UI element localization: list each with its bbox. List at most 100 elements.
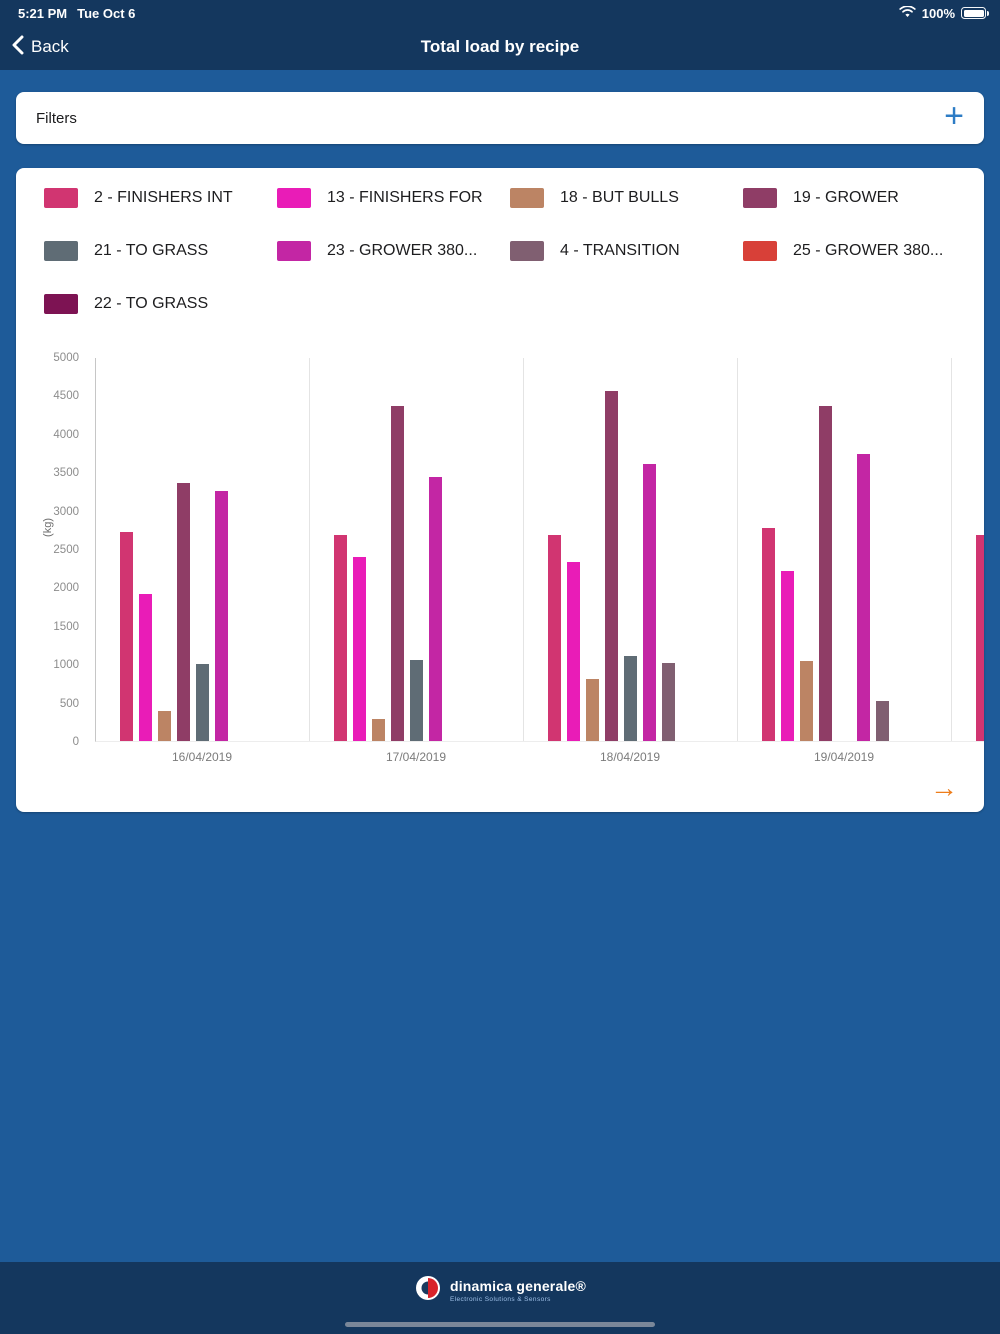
chart-card: 2 - FINISHERS INT 13 - FINISHERS FOR 18 - … bbox=[16, 168, 984, 812]
bar bbox=[548, 535, 561, 741]
dinamica-generale-logo-icon bbox=[414, 1274, 442, 1307]
bar-group bbox=[524, 358, 738, 741]
home-indicator[interactable] bbox=[345, 1322, 655, 1327]
legend-swatch bbox=[44, 188, 78, 208]
y-axis-tick: 500 bbox=[59, 697, 79, 710]
y-axis-tick: 5000 bbox=[53, 352, 79, 364]
bar bbox=[196, 664, 209, 741]
legend-swatch bbox=[510, 241, 544, 261]
bar bbox=[177, 483, 190, 741]
status-date: Tue Oct 6 bbox=[77, 5, 136, 21]
bar bbox=[158, 711, 171, 741]
legend-label: 23 - GROWER 380... bbox=[327, 242, 478, 259]
bar-group bbox=[310, 358, 524, 741]
bar bbox=[624, 656, 637, 741]
bar-group bbox=[96, 358, 310, 741]
status-bar: 5:21 PM Tue Oct 6 100% bbox=[0, 0, 1000, 24]
legend-label: 13 - FINISHERS FOR bbox=[327, 189, 483, 206]
back-button[interactable]: Back bbox=[12, 35, 69, 60]
brand-text: dinamica generale® Electronic Solutions … bbox=[450, 1278, 586, 1303]
page-title: Total load by recipe bbox=[420, 37, 580, 56]
filters-card: Filters + bbox=[16, 92, 984, 144]
legend-item[interactable]: 21 - TO GRASS bbox=[44, 241, 277, 261]
chart-legend: 2 - FINISHERS INT 13 - FINISHERS FOR 18 - … bbox=[16, 168, 984, 314]
brand-tagline: Electronic Solutions & Sensors bbox=[449, 1296, 551, 1303]
legend-label: 2 - FINISHERS INT bbox=[94, 189, 233, 206]
y-axis-tick: 1000 bbox=[53, 659, 79, 672]
plot-area bbox=[95, 358, 984, 742]
legend-swatch bbox=[277, 188, 311, 208]
bar bbox=[567, 562, 580, 741]
legend-swatch bbox=[44, 294, 78, 314]
bar bbox=[410, 660, 423, 741]
bar bbox=[857, 454, 870, 741]
y-axis-tick: 1500 bbox=[53, 620, 79, 633]
legend-swatch bbox=[277, 241, 311, 261]
legend-item[interactable]: 19 - GROWER bbox=[743, 188, 976, 208]
legend-swatch bbox=[44, 241, 78, 261]
y-axis-tick: 4000 bbox=[53, 428, 79, 441]
x-axis-label: 16/04/2019 bbox=[171, 750, 233, 764]
bar bbox=[586, 679, 599, 741]
top-chrome: 5:21 PM Tue Oct 6 100% bbox=[0, 0, 1000, 70]
y-axis-tick: 0 bbox=[72, 736, 79, 748]
bar bbox=[334, 535, 347, 741]
bar bbox=[781, 571, 794, 741]
bar-cluster bbox=[334, 406, 442, 741]
bar-cluster bbox=[120, 483, 228, 741]
legend-label: 21 - TO GRASS bbox=[94, 242, 209, 259]
bar-group bbox=[952, 358, 984, 741]
legend-item[interactable]: 23 - GROWER 380... bbox=[277, 241, 510, 261]
bar bbox=[215, 491, 228, 741]
bar-cluster bbox=[548, 391, 675, 741]
brand-row: dinamica generale® Electronic Solutions … bbox=[0, 1262, 1000, 1307]
status-left: 5:21 PM Tue Oct 6 bbox=[18, 6, 135, 21]
bar bbox=[819, 406, 832, 741]
status-right: 100% bbox=[899, 4, 989, 21]
legend-swatch bbox=[510, 188, 544, 208]
add-filter-button[interactable]: + bbox=[940, 99, 968, 137]
y-axis-tick: 2500 bbox=[53, 544, 79, 556]
footer: dinamica generale® Electronic Solutions … bbox=[0, 1262, 1000, 1334]
bar bbox=[120, 532, 133, 741]
legend-label: 18 - BUT BULLS bbox=[560, 189, 679, 206]
legend-item[interactable]: 13 - FINISHERS FOR bbox=[277, 188, 510, 208]
legend-item[interactable]: 18 - BUT BULLS bbox=[510, 188, 743, 208]
bar-cluster bbox=[976, 535, 984, 741]
battery-icon bbox=[961, 7, 989, 19]
legend-item[interactable]: 25 - GROWER 380... bbox=[743, 241, 976, 261]
bar bbox=[662, 663, 675, 741]
bar bbox=[429, 477, 442, 741]
x-axis: 16/04/2019 17/04/2019 18/04/2019 19/04/2019 bbox=[95, 750, 984, 764]
x-axis-label: 19/04/2019 bbox=[813, 750, 875, 764]
bar bbox=[139, 594, 152, 741]
x-axis-label: 17/04/2019 bbox=[385, 750, 447, 764]
legend-label: 4 - TRANSITION bbox=[560, 242, 680, 259]
bar-chart: (kg) 0 500 1000 1500 2000 2500 3000 3500 4000 450… bbox=[16, 352, 984, 812]
legend-item[interactable]: 2 - FINISHERS INT bbox=[44, 188, 277, 208]
bar bbox=[353, 557, 366, 741]
legend-label: 22 - TO GRASS bbox=[94, 295, 209, 312]
bar bbox=[643, 464, 656, 741]
legend-label: 19 - GROWER bbox=[793, 189, 899, 206]
battery-tip bbox=[986, 11, 989, 16]
bar-cluster bbox=[762, 406, 889, 741]
bar bbox=[391, 406, 404, 741]
nav-bar: Back Total load by recipe bbox=[0, 24, 1000, 70]
bar bbox=[605, 391, 618, 741]
y-axis-tick: 3000 bbox=[53, 505, 79, 518]
bar bbox=[976, 535, 984, 741]
next-page-arrow-button[interactable]: → bbox=[930, 772, 958, 803]
y-axis-tick: 3500 bbox=[53, 467, 79, 480]
battery-percent: 100% bbox=[921, 5, 955, 21]
filters-label: Filters bbox=[36, 109, 77, 127]
bar-group bbox=[738, 358, 952, 741]
bar bbox=[372, 719, 385, 741]
legend-swatch bbox=[743, 241, 777, 261]
bar bbox=[762, 528, 775, 741]
wifi-icon bbox=[899, 4, 916, 21]
legend-label: 25 - GROWER 380... bbox=[793, 242, 944, 259]
y-axis-tick: 2000 bbox=[53, 582, 79, 595]
legend-item[interactable]: 22 - TO GRASS bbox=[44, 294, 277, 314]
legend-item[interactable]: 4 - TRANSITION bbox=[510, 241, 743, 261]
